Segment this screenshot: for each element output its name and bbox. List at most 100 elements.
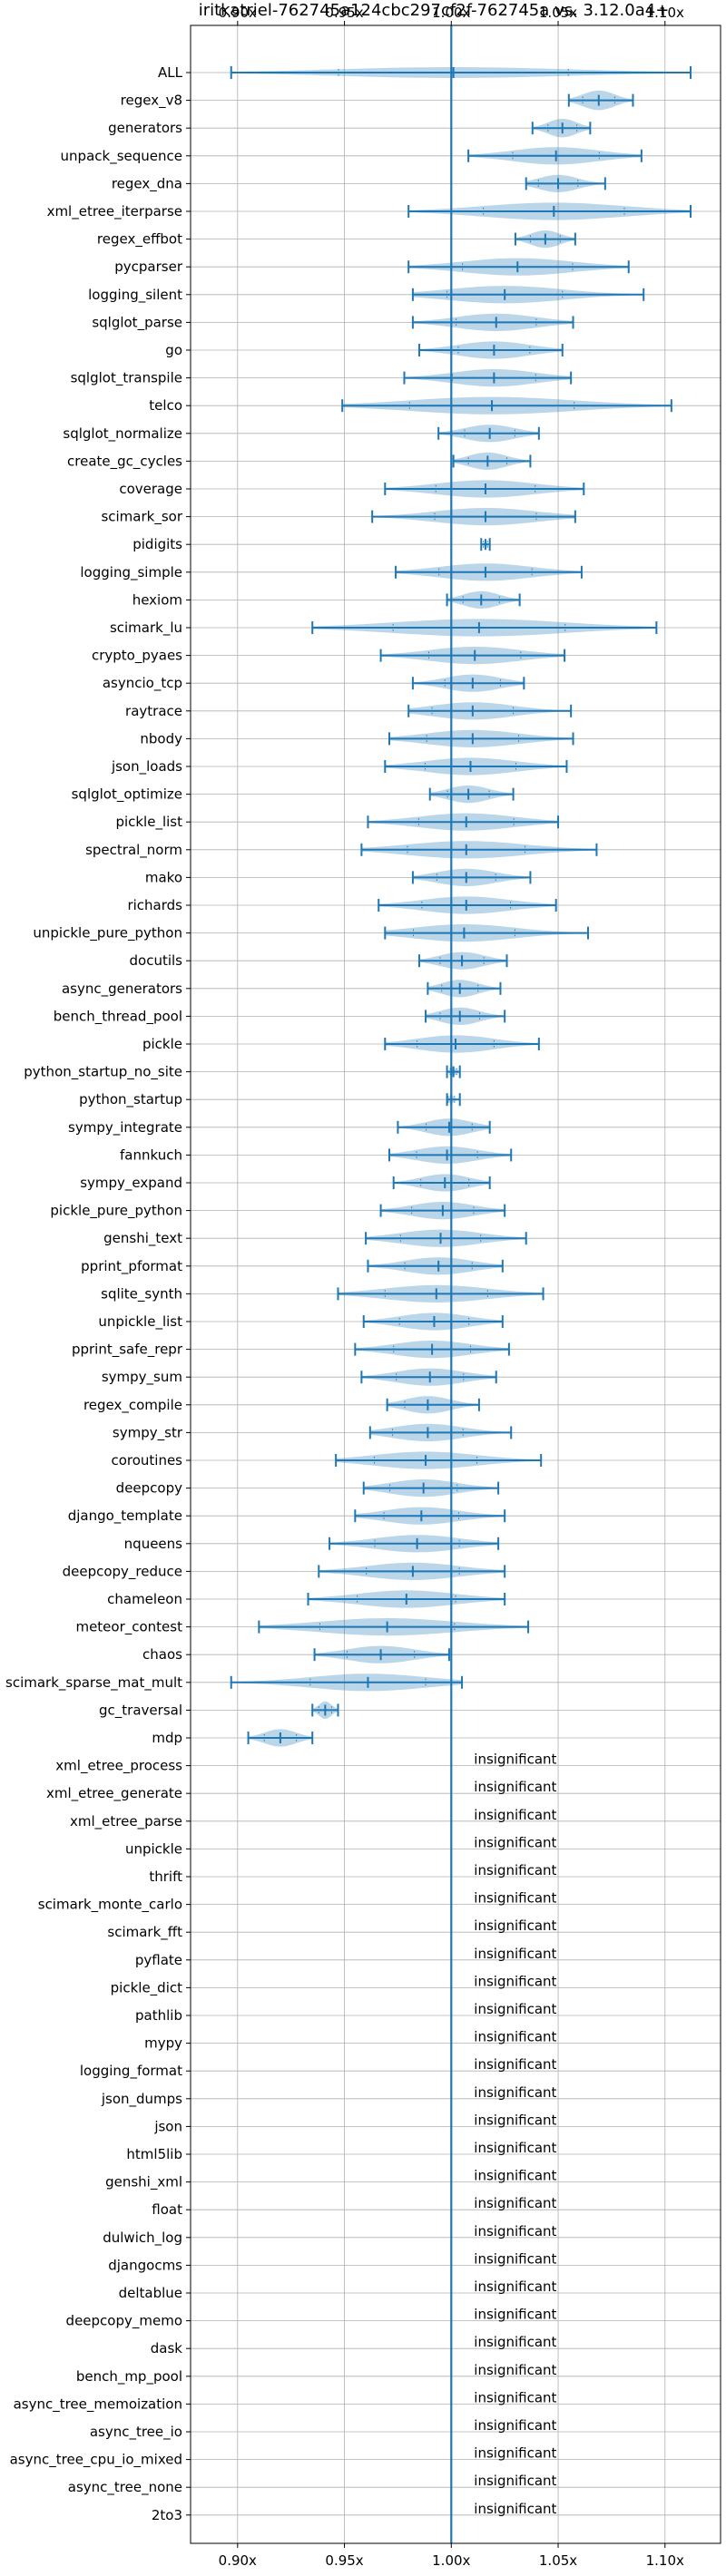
x-tick-label-top: 0.90x [219,5,257,21]
x-axis-ticks: 0.90x 0.90x 0.95x 0.95x 1.00x 1.00x 1.05x 1.05x… [219,5,684,2569]
benchmark-label: chaos [142,1646,182,1663]
plot-frame [190,24,721,2544]
benchmark-label: thrift [149,1869,182,1885]
benchmark-label: scimark_monte_carlo [38,1897,182,1914]
insignificant-label: insignificant [474,2168,556,2184]
benchmark-label: regex_dna [112,175,182,192]
benchmark-label: unpack_sequence [61,148,182,165]
benchmark-label: unpickle_pure_python [33,925,182,942]
benchmark-label: async_tree_memoization [14,2395,182,2413]
benchmark-label: xml_etree_parse [70,1813,182,1830]
insignificant-label: insignificant [474,2084,556,2101]
benchmark-label: json_dumps [101,2091,182,2108]
insignificant-label: insignificant [474,2307,556,2323]
benchmark-label: fannkuch [120,1147,182,1163]
insignificant-label: insignificant [474,1946,556,1962]
insignificant-label: insignificant [474,1890,556,1907]
benchmark-label: djangocms [108,2257,182,2273]
benchmark-label: pprint_safe_repr [72,1342,183,1359]
benchmark-label: chameleon [107,1591,182,1607]
benchmark-label: django_template [68,1508,182,1525]
benchmark-label: deepcopy_reduce [63,1563,182,1580]
benchmark-label: hexiom [132,591,182,608]
benchmark-label: html5lib [126,2146,182,2162]
benchmark-label: pidigits [132,536,182,552]
benchmark-label: create_gc_cycles [67,453,182,470]
benchmark-label: async_generators [62,981,182,998]
benchmark-label: pprint_pformat [81,1258,182,1275]
insignificant-label: insignificant [474,2278,556,2295]
benchmark-label: xml_etree_generate [46,1785,182,1802]
benchmark-label: async_tree_cpu_io_mixed [10,2452,182,2469]
benchmark-label: genshi_xml [105,2174,182,2191]
benchmark-label: json [153,2118,182,2134]
benchmark-label: meteor_contest [75,1619,182,1636]
benchmark-label: pathlib [135,2007,182,2024]
benchmark-label: raytrace [125,703,182,719]
benchmark-label: dulwich_log [103,2230,182,2247]
benchmark-label: logging_simple [80,564,182,581]
insignificant-label: insignificant [474,1779,556,1795]
benchmark-label: nqueens [124,1536,182,1552]
benchmark-label: pycparser [114,259,183,275]
insignificant-label: insignificant [474,2112,556,2128]
benchmark-label: dask [151,2340,183,2356]
insignificant-label: insignificant [474,2250,556,2267]
benchmark-label: mako [145,869,182,885]
benchmark-label: sqlglot_optimize [72,786,182,804]
benchmark-label: regex_compile [83,1397,182,1414]
benchmark-label: generators [108,120,182,136]
benchmark-label: scimark_sor [101,509,182,526]
benchmark-label: sqlglot_parse [92,314,182,331]
insignificant-label: insignificant [474,2389,556,2405]
category-labels: ALL regex_v8 generators unpack_sequencerege… [5,64,191,2523]
x-tick-label-bottom: 1.00x [432,2552,470,2569]
insignificant-label: insignificant [474,2362,556,2378]
insignificant-label: insignificant [474,2445,556,2462]
benchmark-label: ALL [158,64,183,81]
benchmark-label: sqlglot_transpile [71,370,182,387]
benchmark-label: scimark_lu [110,620,182,637]
x-tick-label-top: 1.05x [539,5,577,21]
insignificant-label: insignificant [474,2001,556,2017]
x-tick-label-bottom: 1.10x [646,2552,684,2569]
insignificant-label: insignificant [474,1807,556,1823]
benchmark-label: mypy [144,2035,182,2052]
insignificant-label: insignificant [474,1862,556,1878]
benchmark-label: coroutines [111,1452,182,1469]
benchmark-label: gc_traversal [99,1702,182,1719]
benchmark-label: unpickle [125,1840,182,1857]
insignificant-label: insignificant [474,2501,556,2517]
benchmark-label: xml_etree_iterparse [47,203,182,220]
chart-title: iritkatriel-762745a124cbc297cf2f-762745a… [199,1,670,20]
x-tick-label-top: 1.10x [646,5,684,21]
benchmark-label: pickle_list [115,814,182,831]
benchmark-label: docutils [130,952,183,969]
benchmark-label: sympy_sum [102,1369,182,1386]
benchmark-label: regex_v8 [121,93,182,110]
benchmark-label: sympy_str [113,1424,183,1441]
benchmark-label: crypto_pyaes [92,648,182,665]
benchmark-label: bench_mp_pool [76,2368,182,2386]
benchmark-label: deepcopy_memo [66,2313,182,2330]
benchmark-label: sqlglot_normalize [63,425,182,443]
benchmark-label: richards [127,897,182,913]
insignificant-label: insignificant [474,2195,556,2211]
x-tick-label-bottom: 1.05x [539,2552,577,2569]
benchmark-label: nbody [140,730,182,746]
benchmark-label: async_tree_none [68,2479,182,2496]
insignificant-label: insignificant [474,2417,556,2434]
insignificant-label: insignificant [474,1834,556,1850]
benchmark-label: sympy_integrate [68,1119,182,1137]
benchmark-label: pickle [142,1036,182,1052]
benchmark-label: coverage [119,481,182,497]
benchmark-label: deltablue [119,2285,182,2301]
insignificant-label: insignificant [474,2140,556,2156]
x-tick-label-top: 0.95x [325,5,363,21]
benchmark-label: float [152,2201,182,2218]
insignificant-label: insignificant [474,2223,556,2239]
benchmark-label: mdp [152,1730,182,1746]
insignificant-label: insignificant [474,1751,556,1768]
insignificant-label: insignificant [474,1973,556,1989]
benchmark-label: sqlite_synth [101,1285,182,1303]
